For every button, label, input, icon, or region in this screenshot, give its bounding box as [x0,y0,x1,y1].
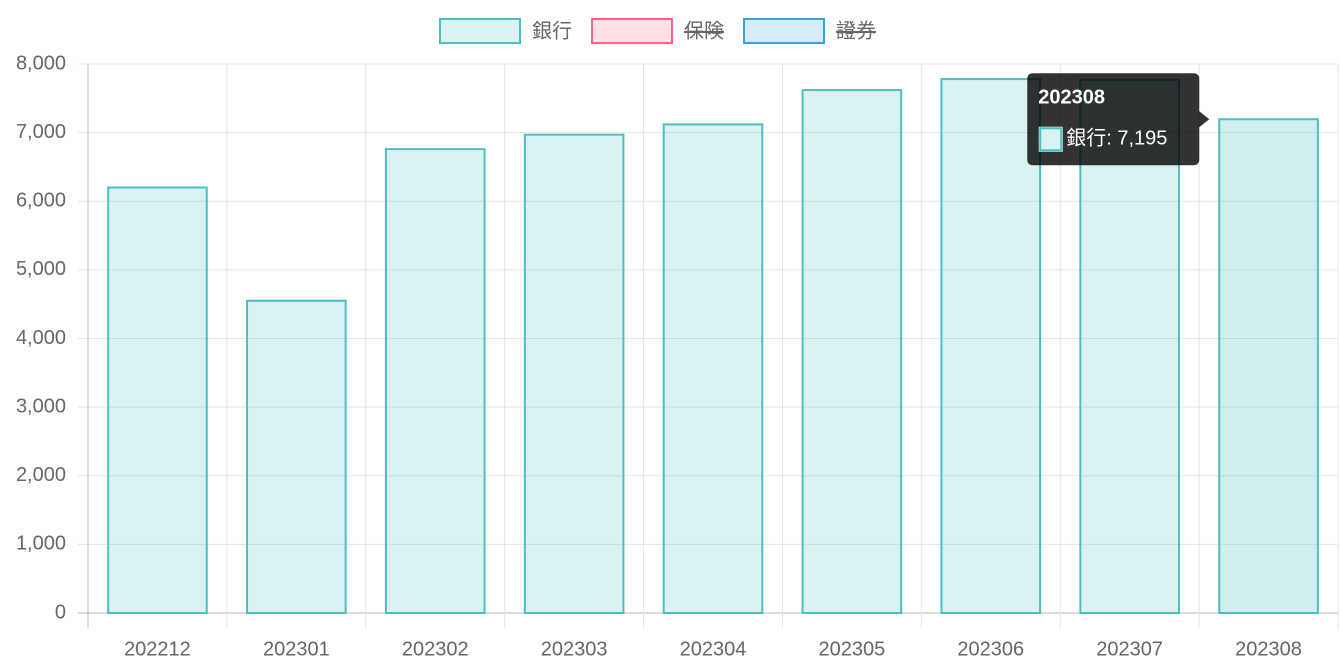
bar[interactable] [940,78,1042,615]
y-tick-label: 1,000 [16,533,66,555]
y-tick-label: 4,000 [16,327,66,349]
x-tick-label: 202306 [957,638,1024,660]
x-tick-label: 202212 [124,638,191,660]
bar[interactable] [662,123,764,614]
bar[interactable] [1218,118,1319,614]
x-tick-label: 202302 [402,638,469,660]
legend-item[interactable]: 證券 [743,18,876,44]
tooltip-label: 銀行: 7,195 [1066,127,1167,150]
legend-item[interactable]: 保険 [591,18,724,44]
y-tick-label: 3,000 [16,395,66,417]
bar[interactable] [1079,78,1180,614]
legend-label: 證券 [836,19,876,42]
y-tick-label: 5,000 [16,258,66,280]
y-tick-label: 2,000 [16,464,66,486]
legend-swatch [591,18,673,44]
x-tick-label: 202308 [1235,638,1302,660]
bar[interactable] [384,148,486,614]
tooltip-swatch-color [1039,127,1063,152]
legend-swatch [743,18,825,44]
bar[interactable] [246,299,347,614]
bar[interactable] [523,133,625,614]
legend-label: 保険 [684,19,724,42]
x-tick-label: 202304 [680,638,747,660]
legend-item[interactable]: 銀行 [439,18,572,44]
y-tick-label: 0 [55,601,66,623]
x-tick-label: 202305 [819,638,886,660]
x-tick-label: 202301 [263,638,330,660]
legend-label: 銀行 [532,19,572,42]
y-tick-label: 7,000 [16,121,66,143]
bar[interactable] [801,89,903,614]
bar[interactable] [107,186,208,614]
x-tick-label: 202307 [1096,638,1163,660]
x-tick-label: 202303 [541,638,608,660]
legend-swatch [439,18,521,44]
tooltip-title: 202308 [1038,87,1105,109]
y-tick-label: 6,000 [16,190,66,212]
tooltip-box [1027,73,1210,166]
y-tick-label: 8,000 [16,52,66,74]
